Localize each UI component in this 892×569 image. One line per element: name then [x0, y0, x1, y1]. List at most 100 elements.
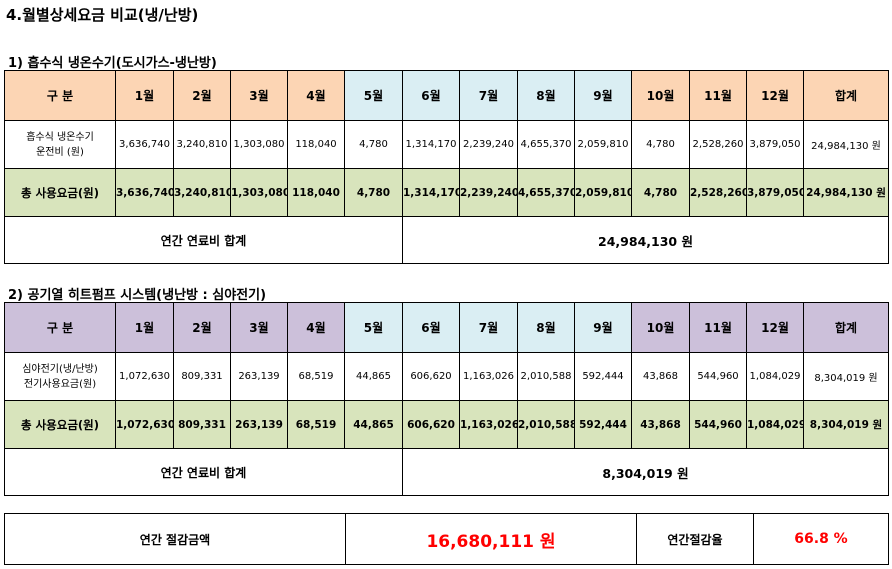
table-cell: 4,780 [631, 120, 690, 169]
total-row: 총 사용요금(원) 1,072,630 809,331 263,139 68,5… [4, 400, 889, 449]
table-cell: 4,780 [344, 120, 403, 169]
row-total: 24,984,130 원 [803, 120, 889, 169]
section2-title: 2) 공기열 히트펌프 시스템(냉난방 : 심야전기) [8, 288, 267, 303]
month-header: 5월 [344, 302, 403, 353]
table-row: 흡수식 냉온수기 운전비 (원) 3,636,740 3,240,810 1,3… [4, 120, 889, 169]
month-header: 2월 [173, 70, 231, 121]
total-header: 합계 [803, 70, 889, 121]
row-label-line1: 흡수식 냉온수기 [26, 131, 94, 143]
total-header: 합계 [803, 302, 889, 353]
month-header: 8월 [517, 70, 575, 121]
table-cell: 2,010,588 [517, 352, 575, 401]
annual-row: 연간 연료비 합계 8,304,019 원 [4, 448, 889, 496]
table-cell: 4,655,370 [517, 120, 575, 169]
section1-table: 구 분 1월 2월 3월 4월 5월 6월 7월 8월 9월 10월 11월 1… [4, 70, 889, 264]
total-row: 총 사용요금(원) 3,636,740 3,240,810 1,303,080 … [4, 168, 889, 217]
month-header: 3월 [230, 70, 288, 121]
table-cell: 68,519 [287, 400, 345, 449]
summary-row: 연간 절감금액 16,680,111 원 연간절감율 66.8 % [4, 513, 889, 565]
table-cell: 2,239,240 [459, 168, 518, 217]
month-header: 11월 [689, 302, 747, 353]
table-cell: 592,444 [574, 400, 632, 449]
savings-label: 연간 절감금액 [4, 513, 346, 565]
table-row: 심야전기(냉/난방) 전기사용요금(원) 1,072,630 809,331 2… [4, 352, 889, 401]
row-label-line2: 운전비 (원) [36, 146, 84, 158]
table-cell: 263,139 [230, 352, 288, 401]
table-cell: 1,072,630 [115, 352, 174, 401]
table-cell: 606,620 [402, 352, 460, 401]
annual-row: 연간 연료비 합계 24,984,130 원 [4, 216, 889, 264]
month-header: 8월 [517, 302, 575, 353]
month-header: 9월 [574, 302, 632, 353]
row-label-line2: 전기사용요금(원) [23, 378, 97, 390]
month-header: 7월 [459, 302, 518, 353]
table-cell: 809,331 [173, 352, 231, 401]
table-cell: 43,868 [631, 352, 690, 401]
table-cell: 1,084,029 [746, 352, 804, 401]
table-cell: 3,240,810 [173, 120, 231, 169]
month-header: 7월 [459, 70, 518, 121]
table-cell: 44,865 [344, 400, 403, 449]
annual-label: 연간 연료비 합계 [4, 448, 403, 496]
section2-table: 구 분 1월 2월 3월 4월 5월 6월 7월 8월 9월 10월 11월 1… [4, 302, 889, 496]
row-label-line1: 심야전기(냉/난방) [22, 363, 98, 375]
row-label: 심야전기(냉/난방) 전기사용요금(원) [4, 352, 116, 401]
month-header: 1월 [115, 70, 174, 121]
table-cell: 592,444 [574, 352, 632, 401]
page-title: 4.월별상세요금 비교(냉/난방) [6, 6, 199, 24]
summary-table: 연간 절감금액 16,680,111 원 연간절감율 66.8 % [4, 513, 889, 565]
month-header: 3월 [230, 302, 288, 353]
table-cell: 1,163,026 [459, 352, 518, 401]
table-cell: 263,139 [230, 400, 288, 449]
table-cell: 3,636,740 [115, 120, 174, 169]
rate-value: 66.8 % [753, 513, 889, 565]
table-cell: 606,620 [402, 400, 460, 449]
table-cell: 3,240,810 [173, 168, 231, 217]
header-label: 구 분 [4, 302, 116, 353]
header-label: 구 분 [4, 70, 116, 121]
table-cell: 544,960 [689, 400, 747, 449]
month-header: 4월 [287, 302, 345, 353]
table-cell: 4,780 [344, 168, 403, 217]
table-cell: 2,528,260 [689, 120, 747, 169]
month-header: 12월 [746, 302, 804, 353]
month-header: 2월 [173, 302, 231, 353]
table-cell: 809,331 [173, 400, 231, 449]
table-cell: 1,084,029 [746, 400, 804, 449]
table-cell: 44,865 [344, 352, 403, 401]
month-header: 1월 [115, 302, 174, 353]
annual-value: 24,984,130 원 [402, 216, 889, 264]
table-cell: 1,072,630 [115, 400, 174, 449]
row-label: 흡수식 냉온수기 운전비 (원) [4, 120, 116, 169]
row-total: 8,304,019 원 [803, 352, 889, 401]
table-cell: 1,163,026 [459, 400, 518, 449]
month-header: 12월 [746, 70, 804, 121]
table-cell: 118,040 [287, 120, 345, 169]
row-total: 24,984,130 원 [803, 168, 889, 217]
table-cell: 68,519 [287, 352, 345, 401]
section1-header-row: 구 분 1월 2월 3월 4월 5월 6월 7월 8월 9월 10월 11월 1… [4, 70, 889, 121]
table-cell: 43,868 [631, 400, 690, 449]
table-cell: 3,636,740 [115, 168, 174, 217]
table-cell: 1,303,080 [230, 120, 288, 169]
table-cell: 2,010,588 [517, 400, 575, 449]
month-header: 4월 [287, 70, 345, 121]
table-cell: 544,960 [689, 352, 747, 401]
annual-label: 연간 연료비 합계 [4, 216, 403, 264]
table-cell: 4,780 [631, 168, 690, 217]
rate-label: 연간절감율 [636, 513, 754, 565]
table-cell: 2,059,810 [574, 120, 632, 169]
table-cell: 2,239,240 [459, 120, 518, 169]
month-header: 10월 [631, 302, 690, 353]
total-row-label: 총 사용요금(원) [4, 168, 116, 217]
month-header: 9월 [574, 70, 632, 121]
table-cell: 2,528,260 [689, 168, 747, 217]
savings-value: 16,680,111 원 [345, 513, 637, 565]
table-cell: 1,303,080 [230, 168, 288, 217]
total-row-label: 총 사용요금(원) [4, 400, 116, 449]
month-header: 11월 [689, 70, 747, 121]
table-cell: 4,655,370 [517, 168, 575, 217]
annual-value: 8,304,019 원 [402, 448, 889, 496]
month-header: 6월 [402, 70, 460, 121]
table-cell: 1,314,170 [402, 120, 460, 169]
